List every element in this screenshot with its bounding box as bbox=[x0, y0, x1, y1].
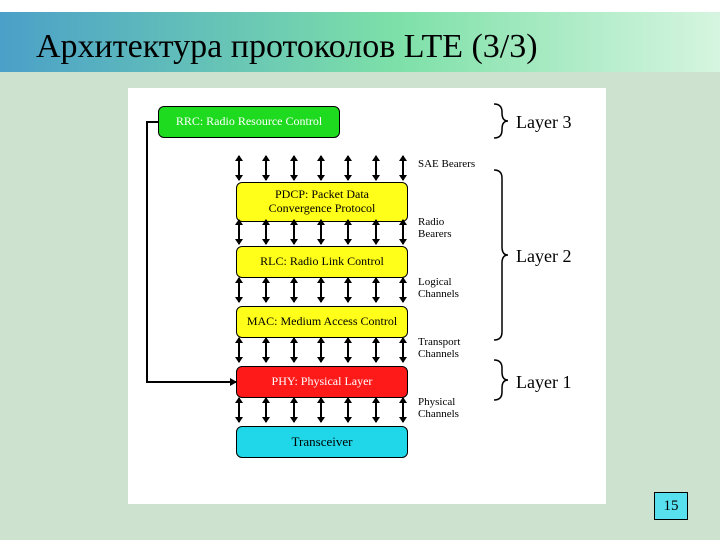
layer-label-l2: Layer 2 bbox=[516, 246, 571, 267]
double-arrow-icon bbox=[293, 156, 295, 180]
box-trx-label: Transceiver bbox=[286, 435, 359, 450]
double-arrow-icon bbox=[320, 398, 322, 422]
arrow-row-4 bbox=[238, 398, 404, 422]
double-arrow-icon bbox=[320, 278, 322, 302]
double-arrow-icon bbox=[347, 398, 349, 422]
double-arrow-icon bbox=[375, 398, 377, 422]
double-arrow-icon bbox=[347, 338, 349, 362]
channel-label-sae: SAE Bearers bbox=[418, 158, 488, 170]
slide: Архитектура протоколов LTE (3/3) RRC: Ra… bbox=[0, 0, 720, 540]
double-arrow-icon bbox=[347, 156, 349, 180]
double-arrow-icon bbox=[238, 398, 240, 422]
double-arrow-icon bbox=[320, 338, 322, 362]
box-rlc-label: RLC: Radio Link Control bbox=[254, 255, 390, 269]
double-arrow-icon bbox=[238, 338, 240, 362]
box-pdcp: PDCP: Packet Data Convergence Protocol bbox=[236, 182, 408, 222]
double-arrow-icon bbox=[238, 156, 240, 180]
double-arrow-icon bbox=[293, 278, 295, 302]
double-arrow-icon bbox=[320, 220, 322, 244]
double-arrow-icon bbox=[293, 398, 295, 422]
box-rrc-label: RRC: Radio Resource Control bbox=[170, 115, 328, 129]
page-number-badge: 15 bbox=[654, 492, 688, 520]
double-arrow-icon bbox=[347, 220, 349, 244]
box-trx: Transceiver bbox=[236, 426, 408, 458]
double-arrow-icon bbox=[265, 220, 267, 244]
channel-label-physical: PhysicalChannels bbox=[418, 396, 488, 420]
double-arrow-icon bbox=[402, 338, 404, 362]
layer-label-l3: Layer 3 bbox=[516, 112, 571, 133]
arrow-row-3 bbox=[238, 338, 404, 362]
double-arrow-icon bbox=[402, 220, 404, 244]
brace-l1 bbox=[490, 358, 510, 402]
box-pdcp-label: PDCP: Packet Data Convergence Protocol bbox=[237, 188, 407, 216]
double-arrow-icon bbox=[238, 278, 240, 302]
protocol-stack-diagram: RRC: Radio Resource Control PDCP: Packet … bbox=[128, 88, 606, 504]
double-arrow-icon bbox=[402, 398, 404, 422]
channel-label-transport: TransportChannels bbox=[418, 336, 488, 360]
control-line-arrow bbox=[146, 381, 236, 383]
box-phy-label: PHY: Physical Layer bbox=[266, 375, 379, 389]
brace-l3 bbox=[490, 102, 510, 140]
channel-label-radio: RadioBearers bbox=[418, 216, 488, 240]
double-arrow-icon bbox=[402, 156, 404, 180]
double-arrow-icon bbox=[402, 278, 404, 302]
arrow-row-0 bbox=[238, 156, 404, 180]
control-line-seg bbox=[146, 121, 148, 381]
double-arrow-icon bbox=[293, 220, 295, 244]
arrow-row-2 bbox=[238, 278, 404, 302]
double-arrow-icon bbox=[265, 278, 267, 302]
double-arrow-icon bbox=[347, 278, 349, 302]
double-arrow-icon bbox=[375, 220, 377, 244]
arrow-row-1 bbox=[238, 220, 404, 244]
double-arrow-icon bbox=[375, 338, 377, 362]
double-arrow-icon bbox=[375, 156, 377, 180]
box-mac-label: MAC: Medium Access Control bbox=[241, 315, 403, 329]
double-arrow-icon bbox=[320, 156, 322, 180]
box-mac: MAC: Medium Access Control bbox=[236, 306, 408, 338]
box-rrc: RRC: Radio Resource Control bbox=[158, 106, 340, 138]
box-rlc: RLC: Radio Link Control bbox=[236, 246, 408, 278]
slide-title: Архитектура протоколов LTE (3/3) bbox=[36, 28, 696, 66]
brace-l2 bbox=[490, 168, 510, 342]
title-bar: Архитектура протоколов LTE (3/3) bbox=[0, 12, 720, 72]
double-arrow-icon bbox=[265, 398, 267, 422]
double-arrow-icon bbox=[238, 220, 240, 244]
channel-label-logical: LogicalChannels bbox=[418, 276, 488, 300]
double-arrow-icon bbox=[265, 156, 267, 180]
box-phy: PHY: Physical Layer bbox=[236, 366, 408, 398]
double-arrow-icon bbox=[265, 338, 267, 362]
layer-label-l1: Layer 1 bbox=[516, 372, 571, 393]
page-number: 15 bbox=[664, 498, 679, 515]
double-arrow-icon bbox=[293, 338, 295, 362]
double-arrow-icon bbox=[375, 278, 377, 302]
